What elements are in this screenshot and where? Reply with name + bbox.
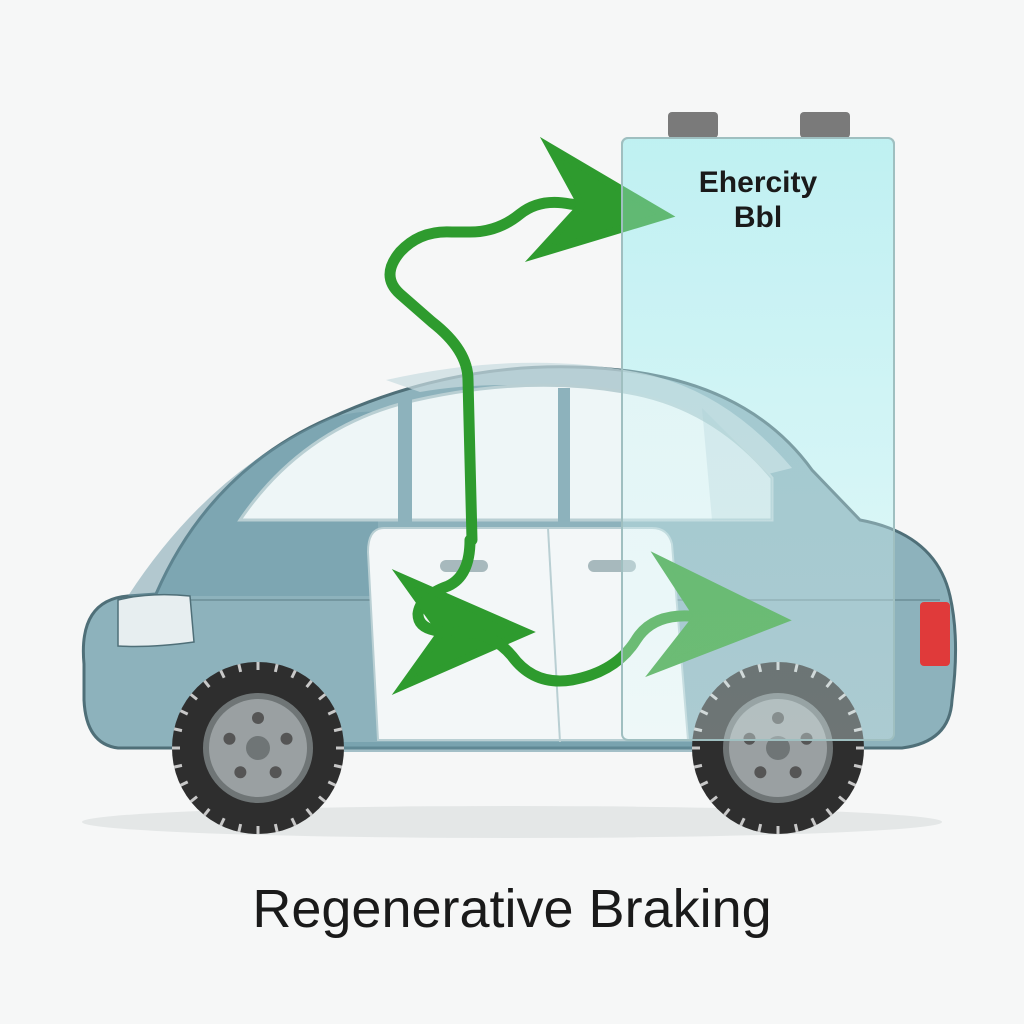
battery-label-line2: Bbl <box>734 201 782 234</box>
diagram-svg <box>0 0 1024 1024</box>
diagram-title: Regenerative Braking <box>0 878 1024 940</box>
battery-label-line1: Ehercity <box>699 166 817 199</box>
battery-label: Ehercity Bbl <box>622 166 894 235</box>
diagram-stage: Ehercity Bbl Regenerative Braking <box>0 0 1024 1024</box>
